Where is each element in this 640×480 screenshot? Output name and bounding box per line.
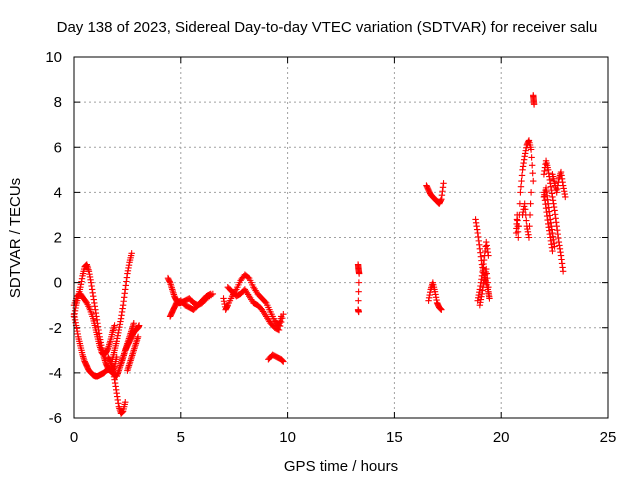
data-point xyxy=(355,270,363,277)
data-point xyxy=(275,326,283,334)
data-point xyxy=(528,154,535,161)
data-point xyxy=(527,189,535,196)
data-point xyxy=(526,211,534,219)
data-point xyxy=(261,298,269,306)
data-point xyxy=(522,206,529,213)
data-point xyxy=(559,268,567,275)
data-point xyxy=(526,223,533,230)
data-point xyxy=(111,322,118,329)
y-axis-label: SDTVAR / TECUs xyxy=(7,178,24,298)
data-point xyxy=(514,217,521,224)
data-point xyxy=(527,200,534,207)
data-point xyxy=(517,189,524,196)
data-point xyxy=(549,247,556,255)
data-point xyxy=(122,399,129,406)
data-point xyxy=(518,177,525,185)
data-point xyxy=(355,308,362,316)
data-point xyxy=(274,326,282,333)
data-point xyxy=(280,311,287,318)
x-tick-label: 25 xyxy=(600,429,617,446)
y-tick-label: 6 xyxy=(54,139,62,156)
data-points xyxy=(70,92,569,417)
y-tick-label: 8 xyxy=(54,94,62,111)
data-point xyxy=(209,290,217,298)
data-point xyxy=(355,297,362,304)
data-point xyxy=(438,306,445,313)
data-point xyxy=(485,283,492,291)
y-tick-label: 0 xyxy=(54,275,62,292)
y-tick-label: 2 xyxy=(54,230,62,247)
x-tick-label: 10 xyxy=(279,429,296,446)
y-tick-label: 4 xyxy=(54,184,62,201)
data-point xyxy=(514,228,522,236)
data-point xyxy=(128,250,135,257)
chart-title: Day 138 of 2023, Sidereal Day-to-day VTE… xyxy=(57,19,598,36)
data-point xyxy=(530,101,538,108)
data-point xyxy=(517,183,525,190)
y-tick-label: 10 xyxy=(45,49,62,66)
x-axis-label: GPS time / hours xyxy=(284,458,398,475)
data-point xyxy=(440,180,447,187)
data-point xyxy=(277,318,285,326)
data-point xyxy=(135,322,143,329)
data-point xyxy=(355,288,362,295)
x-tick-label: 0 xyxy=(70,429,78,446)
data-point xyxy=(562,193,569,201)
data-point xyxy=(486,295,493,302)
data-point xyxy=(529,169,536,177)
data-point xyxy=(130,320,138,327)
data-point xyxy=(276,322,284,330)
data-point xyxy=(485,252,492,259)
y-tick-label: -2 xyxy=(49,320,62,337)
data-point xyxy=(280,358,287,365)
data-point xyxy=(518,172,526,179)
data-point xyxy=(355,279,363,286)
x-tick-label: 20 xyxy=(493,429,510,446)
data-point xyxy=(527,146,535,153)
plot-frame xyxy=(73,56,609,419)
data-point xyxy=(515,223,523,230)
data-point xyxy=(525,234,533,241)
y-tick-label: -4 xyxy=(49,365,62,382)
data-point xyxy=(530,177,537,185)
data-point xyxy=(134,333,142,340)
data-point xyxy=(521,200,528,207)
x-tick-label: 15 xyxy=(386,429,403,446)
x-tick-label: 5 xyxy=(177,429,185,446)
data-point xyxy=(515,234,522,241)
data-point xyxy=(279,314,286,322)
data-point xyxy=(528,162,536,169)
y-tick-label: -6 xyxy=(49,410,62,427)
tick-labels: 0 5 10 15 20 25 -6 -4 -2 0 2 4 6 8 10 xyxy=(45,49,616,446)
data-point xyxy=(523,217,530,224)
